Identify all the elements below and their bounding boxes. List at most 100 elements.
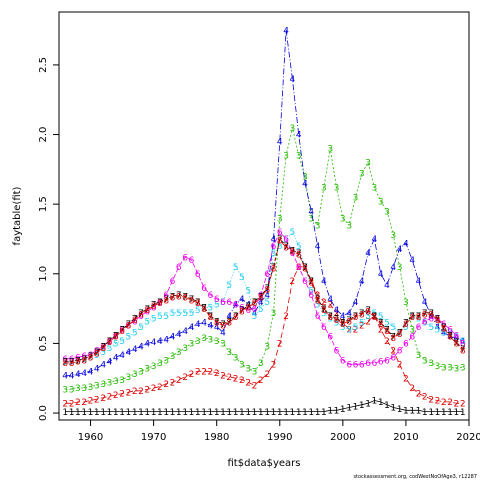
data-point: 4: [296, 131, 302, 141]
data-point: 4: [435, 323, 441, 333]
data-point: 6: [151, 303, 157, 313]
data-point: 2: [403, 374, 409, 384]
data-point: 1: [94, 408, 100, 418]
data-point: 7: [372, 312, 378, 322]
data-point: 8: [170, 294, 176, 304]
data-point: 3: [163, 356, 169, 366]
data-point: 8: [220, 322, 226, 332]
data-point: 8: [182, 294, 188, 304]
data-point: 7: [195, 298, 201, 308]
data-point: 4: [214, 323, 220, 333]
data-point: 6: [62, 355, 68, 365]
data-point: 8: [233, 313, 239, 323]
data-point: 5: [340, 323, 346, 333]
data-point: 1: [277, 408, 283, 418]
plot-frame: [58, 11, 470, 421]
data-point: 3: [189, 340, 195, 350]
data-point: 1: [138, 408, 144, 418]
data-point: 4: [378, 270, 384, 280]
data-point: 5: [384, 319, 390, 329]
data-point: 2: [208, 368, 214, 378]
data-point: 3: [182, 344, 188, 354]
data-point: 4: [119, 351, 125, 361]
data-point: 1: [88, 408, 94, 418]
series-4: 4 4 4 4 4 4 4 4 4 4 4 4 4 4 4 4 4 4 4 4 4 4 4 4 4444444444444444…: [62, 26, 465, 381]
data-point: 1: [308, 408, 314, 418]
data-point: 4: [81, 369, 87, 379]
data-point: 4: [390, 263, 396, 273]
data-point: 1: [214, 408, 220, 418]
data-point: 3: [252, 368, 258, 378]
x-tick-label: 1990: [267, 432, 292, 443]
data-point: 2: [163, 380, 169, 390]
data-point: 6: [163, 291, 169, 301]
data-point: 6: [290, 249, 296, 259]
data-point: 3: [334, 184, 340, 194]
data-point: 8: [176, 292, 182, 302]
data-point: 8: [138, 310, 144, 320]
data-point: 8: [365, 308, 371, 318]
y-tick-label: 2.0: [38, 127, 49, 143]
data-point: 2: [245, 379, 251, 389]
data-point: 8: [94, 349, 100, 359]
data-point: 6: [315, 312, 321, 322]
data-point: 2: [144, 386, 150, 396]
data-point: 5: [252, 312, 258, 322]
data-point: 3: [359, 170, 365, 180]
data-point: 6: [397, 347, 403, 357]
data-point: 5: [182, 309, 188, 319]
data-point: 8: [346, 317, 352, 327]
data-point: 4: [233, 301, 239, 311]
data-point: 4: [163, 335, 169, 345]
data-point: 5: [271, 249, 277, 259]
data-point: 8: [397, 330, 403, 340]
data-point: 2: [94, 395, 100, 405]
data-point: 2: [321, 298, 327, 308]
data-point: 3: [126, 373, 132, 383]
data-point: 4: [75, 370, 81, 380]
data-point: 6: [353, 361, 359, 371]
data-point: 2: [233, 374, 239, 384]
data-point: 2: [258, 376, 264, 386]
data-point: 5: [94, 351, 100, 361]
x-tick-label: 2000: [330, 432, 355, 443]
data-point: 6: [126, 322, 132, 332]
data-point: 5: [189, 309, 195, 319]
data-point: 8: [378, 320, 384, 330]
data-point: 3: [346, 221, 352, 231]
data-point: 8: [264, 285, 270, 295]
data-point: 6: [390, 354, 396, 364]
data-point: 4: [258, 298, 264, 308]
data-point: 4: [460, 337, 466, 347]
data-point: 7: [397, 329, 403, 339]
data-point: 4: [107, 358, 113, 368]
data-point: 6: [359, 361, 365, 371]
data-point: 7: [151, 301, 157, 311]
data-point: 1: [428, 408, 434, 418]
data-point: 8: [302, 264, 308, 274]
data-point: 4: [353, 298, 359, 308]
data-point: 5: [422, 319, 428, 329]
data-point: 7: [208, 312, 214, 322]
data-point: 6: [340, 356, 346, 366]
data-point: 6: [346, 361, 352, 371]
data-point: 3: [233, 354, 239, 364]
data-point: 2: [88, 397, 94, 407]
data-point: 8: [372, 313, 378, 323]
x-axis: 1960 1970 1980 1990 2000 2010 2020: [78, 420, 480, 443]
data-point: 4: [252, 309, 258, 319]
data-point: 4: [327, 295, 333, 305]
data-point: 2: [283, 312, 289, 322]
data-point: 1: [252, 408, 258, 418]
data-point: 4: [201, 319, 207, 329]
data-point: 6: [69, 355, 75, 365]
x-axis-label: fit$data$years: [228, 458, 301, 469]
data-point: 4: [176, 330, 182, 340]
data-point: 3: [264, 342, 270, 352]
data-point: 3: [157, 359, 163, 369]
data-point: 3: [340, 214, 346, 224]
data-point: 1: [384, 401, 390, 411]
